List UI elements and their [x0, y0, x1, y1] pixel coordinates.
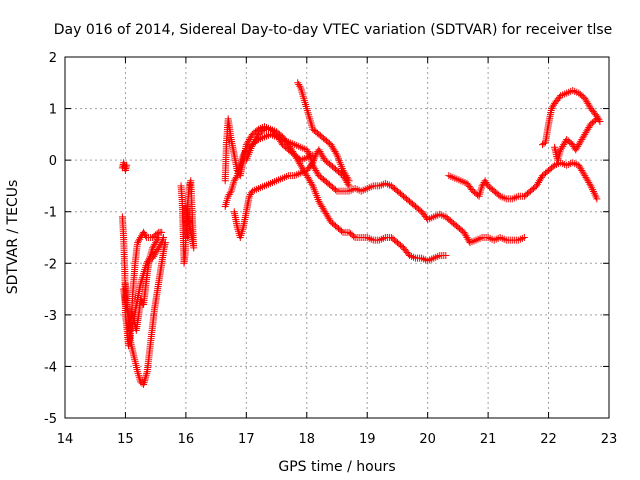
data-point — [338, 227, 346, 235]
data-point — [344, 175, 352, 183]
data-point — [142, 371, 150, 379]
x-axis-label: GPS time / hours — [278, 459, 395, 475]
y-tick-label: -1 — [44, 206, 57, 221]
data-point — [332, 149, 340, 157]
y-axis-label: SDTVAR / TECUs — [5, 180, 21, 295]
y-tick-label: -3 — [44, 309, 57, 324]
data-point — [296, 82, 304, 90]
data-point — [154, 235, 162, 243]
data-point — [593, 115, 601, 123]
data-point — [184, 234, 192, 241]
x-tick-label: 21 — [480, 432, 497, 447]
data-point — [308, 180, 316, 188]
data-point — [591, 116, 599, 124]
data-layer — [118, 79, 604, 388]
data-point — [495, 191, 503, 199]
data-point — [123, 161, 131, 169]
y-tick-label: 1 — [49, 103, 57, 118]
x-tick-label: 20 — [419, 432, 436, 447]
x-tick-label: 15 — [117, 432, 134, 447]
y-tick-label: -5 — [44, 412, 57, 427]
x-tick-label: 19 — [359, 432, 376, 447]
series-arc-17-d — [242, 125, 317, 164]
y-tick-label: -2 — [44, 257, 57, 272]
x-tick-label: 14 — [57, 432, 74, 447]
series-pass-15-d — [129, 234, 163, 334]
x-tick-label: 23 — [601, 432, 618, 447]
data-point — [309, 151, 317, 159]
data-point — [345, 177, 353, 185]
data-point — [593, 195, 601, 203]
series-arc-22-high — [539, 87, 604, 149]
data-point — [331, 186, 339, 194]
data-point — [226, 189, 234, 197]
data-point — [155, 234, 163, 241]
data-point — [520, 234, 528, 241]
x-tick-label: 16 — [178, 432, 195, 447]
data-point — [161, 239, 169, 247]
y-tick-label: 0 — [49, 154, 57, 169]
y-tick-label: 2 — [49, 51, 57, 66]
series-pass-15-spike — [118, 159, 131, 174]
x-tick-label: 17 — [238, 432, 255, 447]
series-pass-16 — [177, 177, 198, 267]
series-arc-17-b — [221, 130, 528, 247]
data-point — [549, 163, 557, 171]
data-point — [442, 252, 450, 260]
data-point — [143, 369, 151, 377]
x-tick-label: 18 — [299, 432, 316, 447]
series-arc-22-low — [551, 115, 601, 164]
series-arc-18-high — [294, 79, 353, 185]
chart-title: Day 016 of 2014, Sidereal Day-to-day VTE… — [54, 22, 613, 38]
plot-frame — [64, 56, 610, 419]
data-point — [232, 173, 240, 181]
data-point — [158, 228, 166, 236]
x-tick-label: 22 — [540, 432, 557, 447]
data-point — [259, 126, 267, 134]
data-point — [153, 230, 161, 238]
series-arc-20-21 — [445, 159, 601, 203]
series-pass-15-c — [121, 239, 169, 388]
data-point — [350, 232, 358, 240]
data-point — [586, 180, 594, 188]
data-point — [142, 232, 150, 240]
y-tick-label: -4 — [44, 360, 57, 375]
